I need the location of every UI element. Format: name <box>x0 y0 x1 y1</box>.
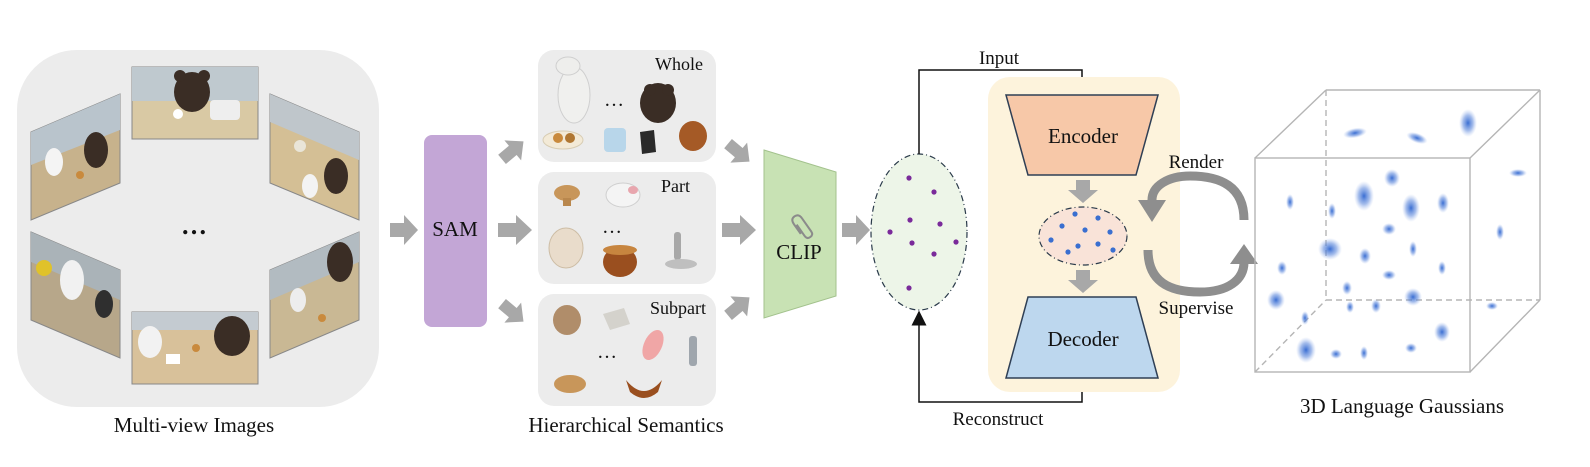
arrow-latent-to-decoder <box>1068 270 1098 293</box>
clip-feature-ellipse <box>870 153 968 311</box>
arrow-encoder-to-latent <box>1068 180 1098 203</box>
view-image-left-bottom <box>30 231 121 359</box>
part-ellipsis: … <box>602 216 622 238</box>
gaussian-cube <box>1254 89 1541 373</box>
view-image-bottom <box>131 311 259 385</box>
paperclip-icon <box>791 214 814 240</box>
sam-output-arrows <box>498 140 532 323</box>
decoder-label: Decoder <box>1047 327 1118 351</box>
gaussian-splats <box>1267 109 1527 363</box>
render-label: Render <box>1169 152 1225 173</box>
language-latent-ellipse <box>1038 206 1128 266</box>
multiview-caption: Multi-view Images <box>114 413 274 437</box>
view-image-right-top <box>269 93 360 221</box>
view-image-left-top <box>30 93 121 221</box>
subpart-panel: Subpart … <box>538 294 716 406</box>
whole-ellipsis: … <box>604 89 624 111</box>
view-image-right-bottom <box>269 231 360 359</box>
supervise-arrow <box>1143 244 1258 297</box>
whole-panel: Whole … <box>538 50 716 162</box>
whole-label: Whole <box>655 54 703 74</box>
encoder-label: Encoder <box>1048 124 1118 148</box>
clip-block: CLIP <box>763 149 837 319</box>
reconstruct-label: Reconstruct <box>953 409 1044 430</box>
multiview-panel: … <box>17 50 379 407</box>
subpart-label: Subpart <box>650 298 706 318</box>
multiview-ellipsis: … <box>181 211 207 240</box>
gaussians-caption: 3D Language Gaussians <box>1300 394 1504 418</box>
autoencoder-block: Encoder Decoder <box>988 77 1180 392</box>
view-image-top <box>131 66 259 140</box>
subpart-ellipsis: … <box>597 341 617 363</box>
encoder-block <box>1005 94 1159 176</box>
hierarchy-to-clip-arrows <box>722 139 756 320</box>
arrow-to-sam <box>390 215 418 245</box>
render-arrow <box>1138 171 1249 222</box>
hierarchy-caption: Hierarchical Semantics <box>528 413 723 437</box>
arrow-to-latent <box>842 215 870 245</box>
part-panel: Part … <box>538 172 716 284</box>
part-label: Part <box>661 176 690 196</box>
sam-block: SAM <box>424 135 487 327</box>
supervise-label: Supervise <box>1159 298 1234 319</box>
clip-label: CLIP <box>776 240 822 264</box>
decoder-block <box>1005 296 1159 379</box>
input-label: Input <box>979 48 1020 69</box>
sam-label: SAM <box>432 217 478 241</box>
